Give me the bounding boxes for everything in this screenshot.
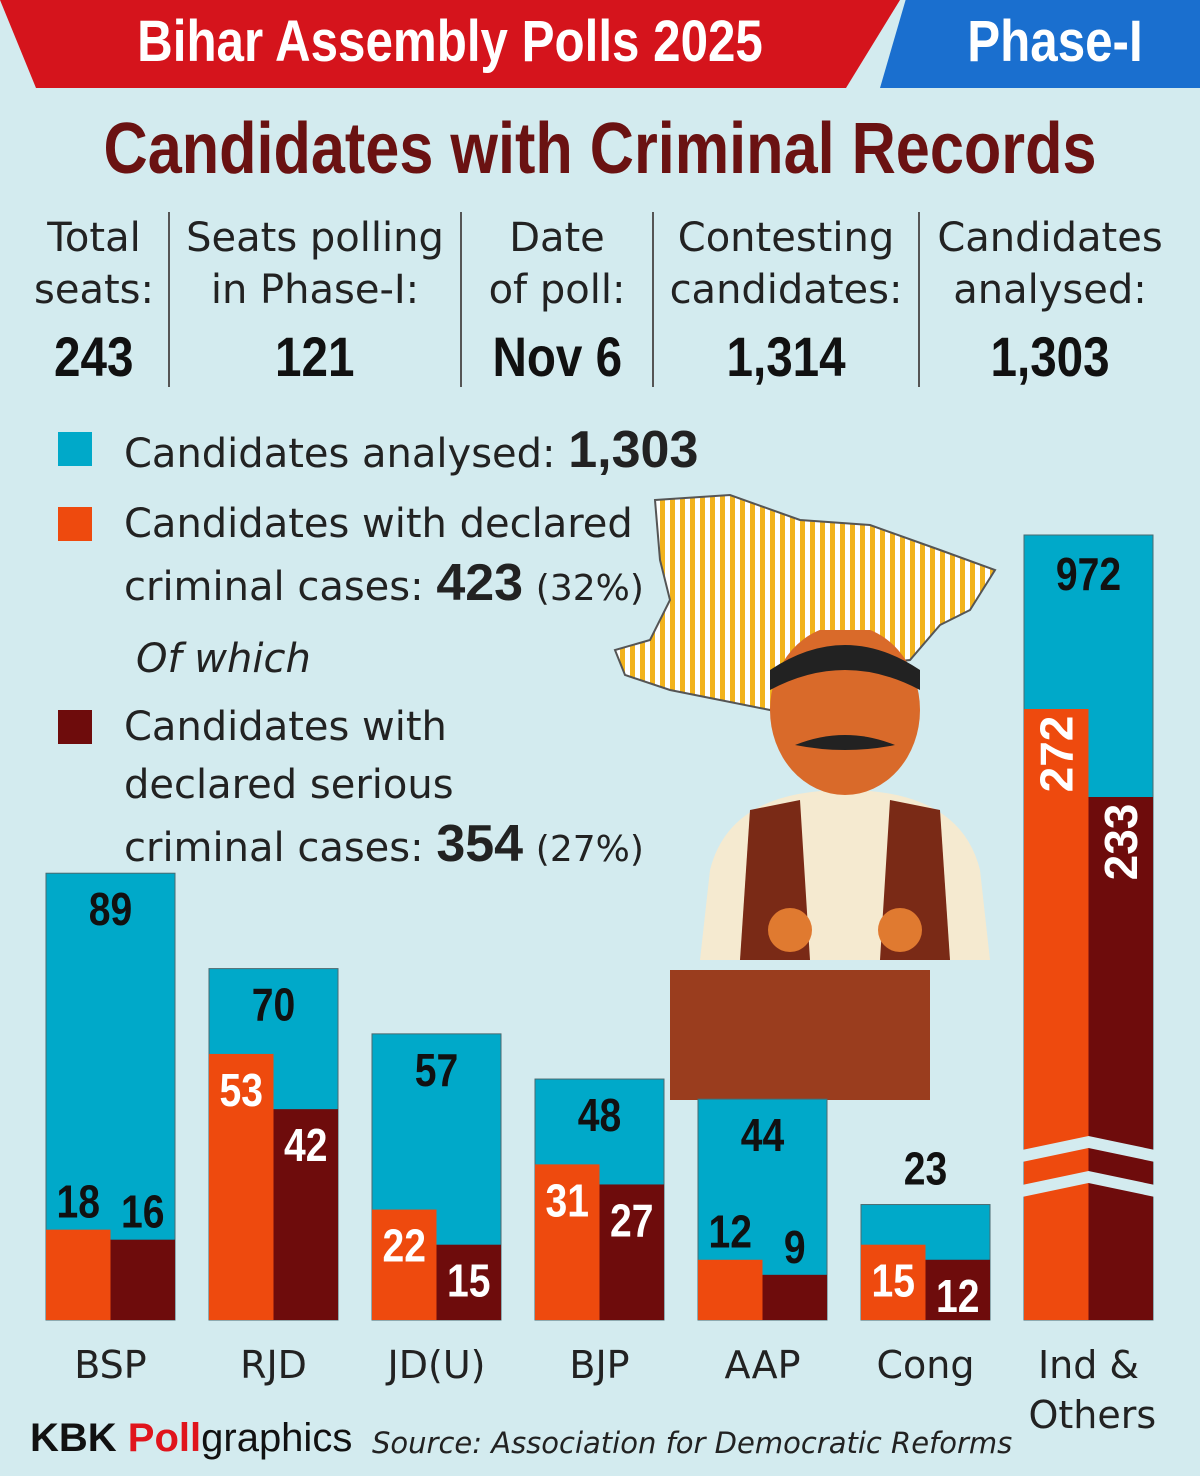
stat-label: candidates: (669, 267, 903, 313)
legend-label: Candidates with (124, 704, 447, 750)
axis-break-mark (1022, 1136, 1155, 1162)
x-axis-label: RJD (240, 1343, 307, 1387)
label-analysed: 972 (1056, 549, 1121, 601)
label-analysed: 48 (578, 1090, 621, 1142)
brand-part: graphics (201, 1416, 353, 1460)
brand-part: KBK (30, 1416, 128, 1460)
bar-serious (925, 1259, 990, 1320)
legend-label: Candidates analysed: (124, 431, 556, 477)
stat-label: analysed: (953, 267, 1147, 313)
label-serious: 9 (784, 1222, 806, 1274)
label-criminal: 18 (57, 1177, 100, 1229)
label-analysed: 70 (252, 980, 295, 1032)
brand-part: Poll (127, 1416, 202, 1460)
stat-label: Contesting (677, 215, 895, 261)
x-axis-label: Ind & Others (1028, 1343, 1157, 1437)
bar-criminal (46, 1229, 111, 1320)
x-axis-label: BJP (569, 1343, 630, 1387)
bar-serious (1088, 797, 1153, 1320)
legend-item-serious: Candidates with declared serious criminal … (58, 698, 698, 879)
legend-item-criminal: Candidates with declared criminal cases: … (58, 495, 698, 618)
stat-value: 1,303 (990, 325, 1110, 388)
label-serious: 15 (447, 1256, 490, 1308)
legend-swatch (58, 507, 92, 541)
label-criminal: 15 (872, 1256, 915, 1308)
bar-criminal (535, 1164, 600, 1320)
bar-criminal (1024, 709, 1089, 1320)
label-serious: 16 (121, 1187, 164, 1239)
title-banner: Bihar Assembly Polls 2025 (0, 0, 900, 88)
stat-label: Date (509, 215, 605, 261)
stat-total-seats: Total seats: 243 (20, 212, 170, 388)
label-criminal: 272 (1030, 716, 1082, 793)
legend-item-analysed: Candidates analysed: 1,303 (58, 420, 698, 483)
legend-value: 1,303 (568, 421, 699, 479)
legend-label: criminal cases: (124, 564, 424, 610)
legend-pct: (27%) (535, 829, 644, 870)
source-note: Source: Association for Democratic Refor… (372, 1426, 1013, 1460)
stat-label: Seats polling (186, 215, 444, 261)
legend-label: criminal cases: (124, 825, 424, 871)
bar-serious (599, 1184, 664, 1320)
brand-logo: KBK Pollgraphics (30, 1416, 352, 1461)
stat-value: Nov 6 (492, 325, 622, 388)
stats-row: Total seats: 243 Seats polling in Phase-I: 1… (20, 212, 1190, 388)
stat-label: in Phase-I: (210, 267, 420, 313)
main-title: Bihar Assembly Polls 2025 (137, 9, 763, 74)
stat-contesting: Contesting candidates: 1,314 (654, 212, 920, 388)
legend-swatch (58, 710, 92, 744)
bar-criminal (861, 1244, 926, 1320)
label-analysed: 57 (415, 1045, 458, 1097)
bar-serious (110, 1239, 175, 1320)
bar-serious (273, 1109, 338, 1320)
label-serious: 12 (936, 1271, 979, 1323)
stat-date: Date of poll: Nov 6 (462, 212, 654, 388)
stat-value: 243 (54, 325, 134, 388)
bar-serious (762, 1274, 827, 1320)
phase-banner: Phase-I (880, 0, 1200, 88)
label-serious: 27 (610, 1196, 653, 1248)
x-axis-label: JD(U) (387, 1343, 486, 1387)
label-criminal: 53 (220, 1065, 263, 1117)
subtitle: Candidates with Criminal Records (103, 109, 1097, 189)
phase-label: Phase-I (967, 9, 1143, 74)
stat-label: Candidates (937, 215, 1163, 261)
stat-value: 121 (275, 325, 355, 388)
legend-label: declared serious (124, 762, 454, 808)
label-analysed: 23 (904, 1144, 947, 1196)
bar-criminal (209, 1053, 274, 1320)
label-serious: 233 (1095, 804, 1147, 881)
legend-pct: (32%) (535, 568, 644, 609)
label-criminal: 12 (709, 1207, 752, 1259)
legend-value: 423 (436, 554, 524, 612)
label-analysed: 44 (741, 1110, 785, 1162)
bar-criminal (372, 1209, 437, 1320)
stat-seats-phase: Seats polling in Phase-I: 121 (170, 212, 462, 388)
label-criminal: 31 (546, 1175, 589, 1227)
label-serious: 42 (284, 1120, 327, 1172)
x-axis-label: Cong (876, 1343, 975, 1387)
stat-value: 1,314 (726, 325, 846, 388)
stat-label: seats: (34, 267, 154, 313)
stat-analysed: Candidates analysed: 1,303 (920, 212, 1180, 388)
stat-label: Total (47, 215, 141, 261)
politician-illustration (670, 630, 990, 1100)
bar-criminal (698, 1259, 763, 1320)
bar-serious (436, 1244, 501, 1320)
legend: Candidates analysed: 1,303 Candidates wi… (58, 420, 698, 891)
legend-value: 354 (436, 815, 524, 873)
of-which-label: Of which (136, 636, 311, 682)
legend-label: Candidates with declared (124, 501, 633, 547)
x-axis-label: AAP (724, 1343, 801, 1387)
x-axis-label: BSP (74, 1343, 147, 1387)
axis-break-mark (1022, 1171, 1155, 1197)
label-analysed: 89 (89, 884, 132, 936)
legend-swatch (58, 432, 92, 466)
stat-label: of poll: (488, 267, 626, 313)
label-criminal: 22 (383, 1221, 426, 1273)
